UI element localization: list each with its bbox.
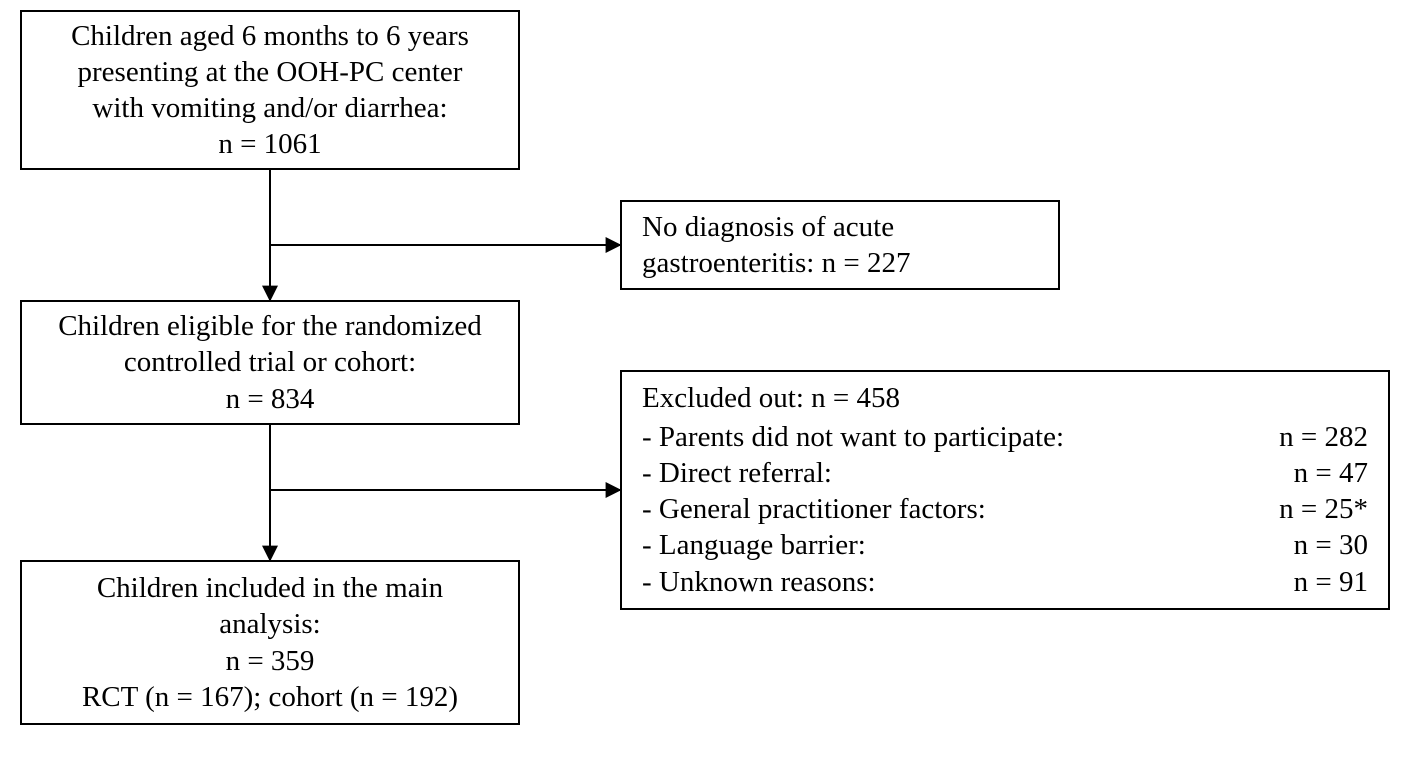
node-no-diagnosis-line2: gastroenteritis: n = 227 [642,245,1038,281]
node-included-line2: analysis: [34,606,506,642]
node-no-diagnosis-line1: No diagnosis of acute [642,209,1038,245]
node-start: Children aged 6 months to 6 years presen… [20,10,520,170]
node-included-line4: RCT (n = 167); cohort (n = 192) [34,679,506,715]
node-excluded-row: - Direct referral: n = 47 [642,455,1368,491]
node-excluded-row: - General practitioner factors: n = 25* [642,491,1368,527]
node-excluded-row-label: - Unknown reasons: [642,564,876,600]
node-included: Children included in the main analysis: … [20,560,520,725]
node-excluded-row-value: n = 282 [1279,419,1368,455]
node-excluded-row-value: n = 30 [1294,527,1368,563]
node-start-line2: presenting at the OOH-PC center [34,54,506,90]
node-start-line3: with vomiting and/or diarrhea: [34,90,506,126]
node-excluded-row-label: - General practitioner factors: [642,491,986,527]
node-no-diagnosis: No diagnosis of acute gastroenteritis: n… [620,200,1060,290]
node-excluded-row-value: n = 25* [1279,491,1368,527]
node-start-line1: Children aged 6 months to 6 years [34,18,506,54]
node-eligible-line3: n = 834 [34,381,506,417]
flowchart-canvas: Children aged 6 months to 6 years presen… [0,0,1424,757]
node-included-line3: n = 359 [34,643,506,679]
node-excluded-row-value: n = 91 [1294,564,1368,600]
node-excluded-row: - Unknown reasons: n = 91 [642,564,1368,600]
node-eligible-line2: controlled trial or cohort: [34,344,506,380]
node-excluded-row-label: - Language barrier: [642,527,866,563]
node-excluded-row-label: - Direct referral: [642,455,832,491]
node-excluded-row-label: - Parents did not want to participate: [642,419,1064,455]
node-included-line1: Children included in the main [34,570,506,606]
node-eligible-line1: Children eligible for the randomized [34,308,506,344]
node-excluded: Excluded out: n = 458 - Parents did not … [620,370,1390,610]
node-excluded-row-value: n = 47 [1294,455,1368,491]
node-excluded-row: - Language barrier: n = 30 [642,527,1368,563]
node-eligible: Children eligible for the randomized con… [20,300,520,425]
node-excluded-title: Excluded out: n = 458 [642,380,1368,416]
node-start-line4: n = 1061 [34,126,506,162]
node-excluded-row: - Parents did not want to participate: n… [642,419,1368,455]
